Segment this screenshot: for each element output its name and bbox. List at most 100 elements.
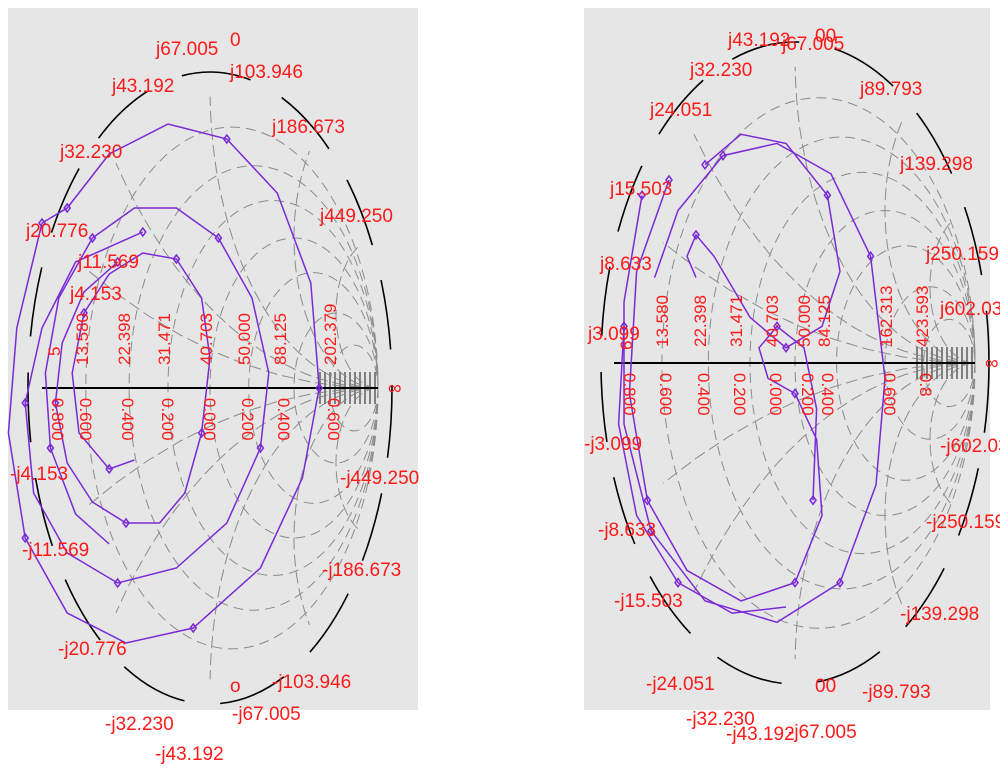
reflection-label: 0.200 bbox=[798, 373, 817, 416]
reactance-arc bbox=[86, 269, 379, 389]
reactance-label-negative: -j449.250 bbox=[340, 468, 419, 489]
reactance-label-negative: -j32.230 bbox=[105, 714, 174, 735]
reactance-label-positive: j24.051 bbox=[649, 100, 712, 121]
right-smith-chart-panel: j3.099 j8.633 j15.503 j24.051 j32.230 j43.192… bbox=[584, 8, 1000, 745]
reactance-label-positive: j20.776 bbox=[25, 221, 88, 242]
series-marker bbox=[222, 133, 231, 145]
series-line bbox=[54, 252, 211, 524]
plot-background bbox=[8, 8, 418, 710]
series-marker bbox=[701, 159, 709, 170]
series-line bbox=[623, 142, 886, 624]
reactance-arc bbox=[794, 66, 976, 364]
resistance-label: 40.703 bbox=[197, 313, 216, 365]
series-marker bbox=[809, 495, 817, 506]
trajectory-series bbox=[617, 133, 886, 624]
resistance-label: 13.580 bbox=[653, 295, 672, 347]
series-marker bbox=[256, 442, 265, 454]
reactance-label-positive: j43.192 bbox=[111, 76, 174, 97]
reactance-label-negative: -j43.192 bbox=[155, 744, 224, 765]
reactance-arc bbox=[794, 362, 976, 660]
reactance-label-positive: j186.673 bbox=[271, 117, 345, 138]
reactance-label-positive: j3.099 bbox=[587, 324, 640, 345]
resistance-label: 40.703 bbox=[763, 295, 782, 347]
reactance-arc bbox=[86, 387, 379, 507]
reflection-label: 0.400 bbox=[274, 398, 293, 441]
reflection-label: 0.200 bbox=[238, 398, 257, 441]
series-marker bbox=[692, 229, 700, 241]
series-line bbox=[24, 207, 270, 584]
resistance-label: 50.000 bbox=[795, 295, 814, 347]
reactance-label-positive: j43.192 bbox=[727, 30, 790, 51]
series-marker bbox=[643, 495, 652, 506]
reactance-label-negative: -j43.192 bbox=[726, 724, 795, 745]
trajectory-series bbox=[7, 123, 324, 644]
series-marker bbox=[315, 382, 324, 394]
reactance-label-negative: -j67.005 bbox=[788, 722, 857, 743]
series-marker bbox=[105, 463, 114, 475]
series-marker bbox=[836, 577, 844, 588]
resistance-label: 162.313 bbox=[877, 286, 896, 347]
resistance-label: 5 bbox=[45, 347, 64, 356]
series-marker bbox=[638, 190, 646, 201]
series-marker bbox=[63, 202, 72, 214]
left-smith-chart-panel: j4.153 j11.569 j20.776 j32.230 j43.192 j67.00… bbox=[7, 8, 419, 765]
series-marker bbox=[214, 232, 223, 244]
series-marker bbox=[197, 427, 206, 439]
series-marker bbox=[21, 397, 30, 409]
reflection-label: 0.200 bbox=[730, 373, 749, 416]
series-line bbox=[628, 179, 823, 602]
series-marker bbox=[88, 232, 97, 244]
reactance-label-negative: -j32.230 bbox=[686, 709, 755, 730]
reactance-label-positive: j32.230 bbox=[689, 60, 752, 81]
series-marker bbox=[791, 388, 799, 399]
series-marker bbox=[80, 307, 88, 319]
top-partial-label: 00 bbox=[815, 26, 836, 47]
reactance-arc bbox=[293, 150, 379, 389]
reactance-label-positive: j103.946 bbox=[229, 62, 303, 83]
reflection-label: 0.600 bbox=[880, 373, 899, 416]
resistance-label: 50.000 bbox=[235, 313, 254, 365]
resistance-label: 22.398 bbox=[691, 295, 710, 347]
bottom-partial-label: o bbox=[230, 676, 241, 697]
series-line bbox=[617, 326, 787, 614]
reactance-label-negative: -j4.153 bbox=[10, 464, 68, 485]
reactance-label-negative: -j3.099 bbox=[584, 434, 642, 455]
reflection-label: 0.200 bbox=[158, 398, 177, 441]
reflection-label: 0.000 bbox=[766, 373, 785, 416]
resistance-label: 31.471 bbox=[727, 295, 746, 347]
reactance-label-positive: j139.298 bbox=[899, 154, 973, 175]
resistance-label: 13.580 bbox=[73, 313, 92, 365]
reactance-label-positive: j67.005 bbox=[781, 34, 844, 55]
reactance-label-positive: j449.250 bbox=[319, 206, 393, 227]
series-marker bbox=[51, 397, 60, 409]
outer-boundary-arc bbox=[600, 41, 990, 685]
reactance-label-negative: -j15.503 bbox=[614, 591, 683, 612]
series-marker bbox=[38, 217, 46, 229]
series-line bbox=[686, 133, 841, 349]
reactance-label-negative: -j139.298 bbox=[900, 604, 979, 625]
reflection-label: 0.000 bbox=[200, 398, 219, 441]
reflection-label: 0.400 bbox=[818, 373, 837, 416]
series-marker bbox=[647, 525, 655, 536]
reactance-label-positive: j15.503 bbox=[609, 179, 672, 200]
reactance-label-negative: -j602.038 bbox=[940, 436, 1000, 457]
reactance-arc bbox=[929, 362, 976, 507]
reactance-label-positive: j32.230 bbox=[59, 142, 122, 163]
reflection-label: 0.600 bbox=[76, 398, 95, 441]
reflection-label: 0.400 bbox=[118, 398, 137, 441]
series-marker bbox=[674, 577, 682, 588]
reactance-arc bbox=[929, 219, 976, 364]
series-marker bbox=[665, 174, 673, 186]
series-marker bbox=[122, 517, 130, 529]
reactance-label-positive: j67.005 bbox=[155, 39, 218, 60]
reactance-label-negative: -j20.776 bbox=[58, 639, 127, 660]
reactance-label-positive: j602.038 bbox=[939, 299, 1000, 320]
series-marker bbox=[773, 321, 781, 332]
resistance-label: 31.471 bbox=[155, 313, 174, 365]
series-marker bbox=[113, 577, 122, 589]
reactance-label-negative: -j8.633 bbox=[598, 520, 656, 541]
series-marker bbox=[113, 256, 122, 268]
reactance-label-positive: j11.569 bbox=[77, 252, 139, 273]
series-marker bbox=[189, 622, 198, 634]
